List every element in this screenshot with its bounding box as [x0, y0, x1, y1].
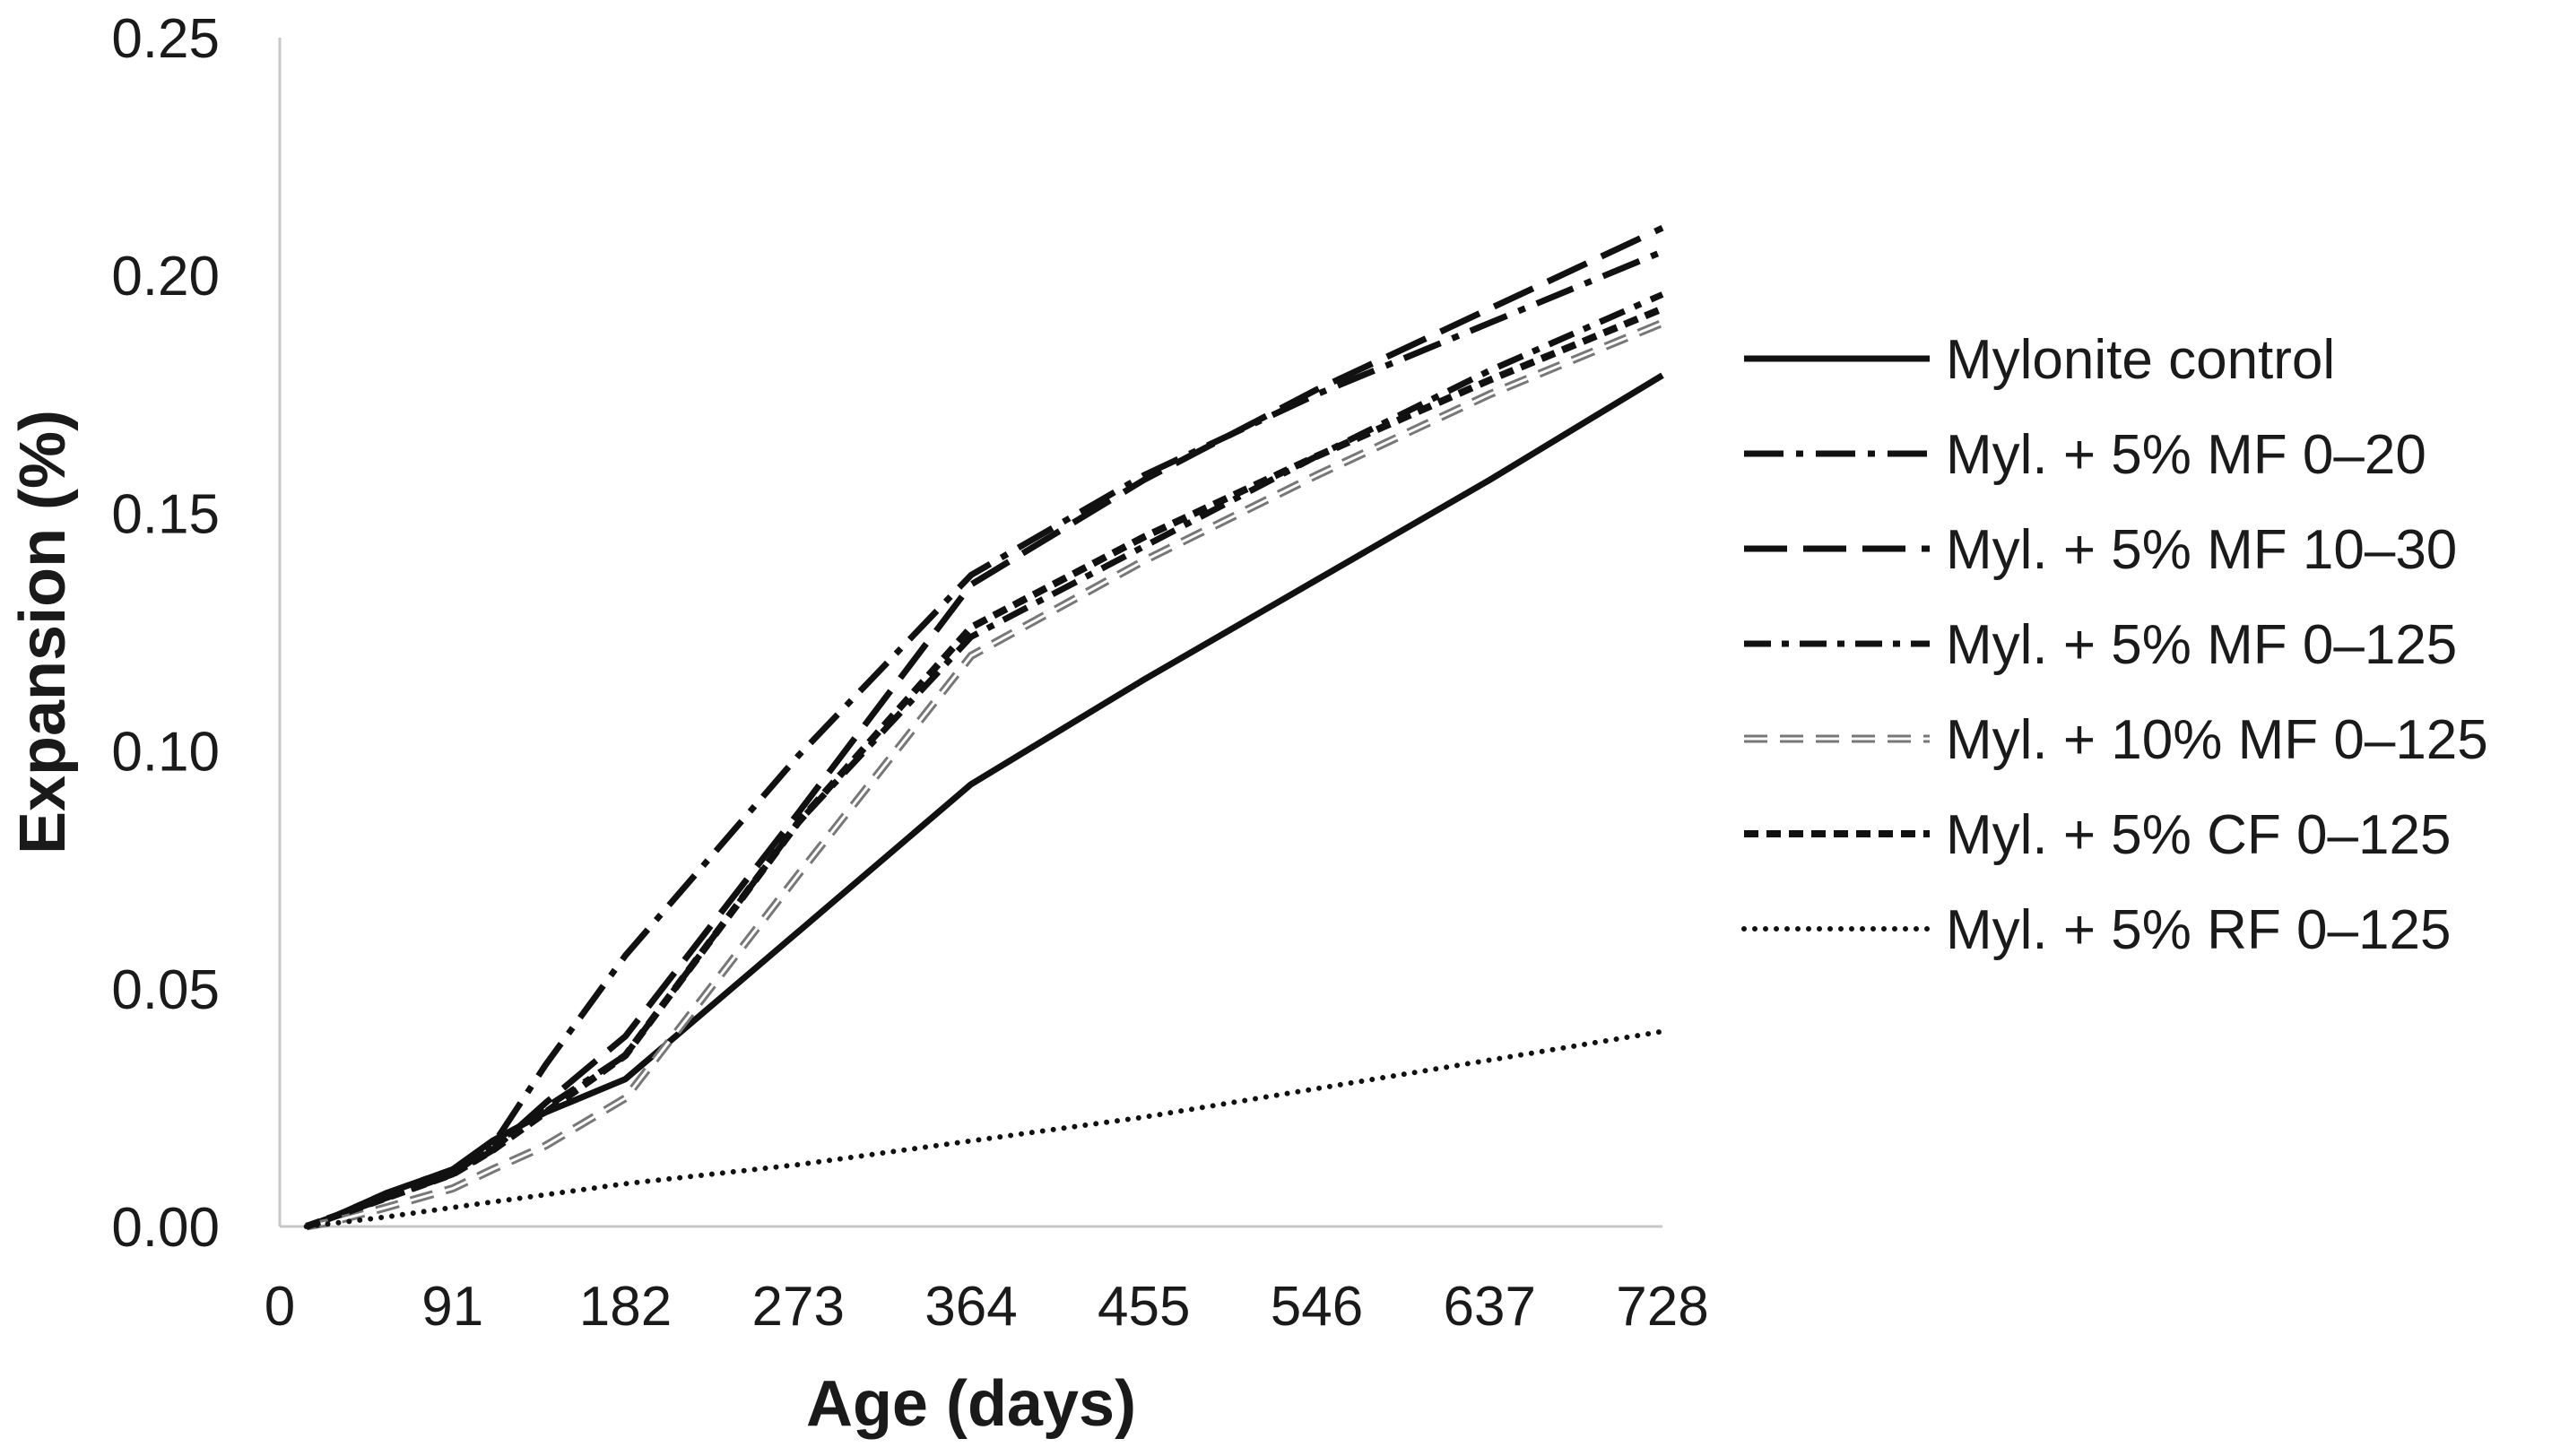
axes — [278, 38, 1662, 1228]
y-tick-label: 0.20 — [111, 246, 220, 308]
x-tick-labels: 0 91 182 273 364 455 546 637 728 — [265, 1276, 1709, 1338]
series-line-0 — [305, 372, 1664, 1230]
x-tick-label: 273 — [752, 1276, 845, 1338]
x-tick-label: 637 — [1444, 1276, 1536, 1338]
y-tick-label: 0.05 — [111, 959, 220, 1021]
legend-label-4: Myl. + 10% MF 0–125 — [1946, 709, 2488, 771]
legend-label-6: Myl. + 5% RF 0–125 — [1946, 899, 2451, 961]
x-tick-label: 364 — [924, 1276, 1017, 1338]
y-tick-label: 0.00 — [111, 1197, 220, 1259]
series-line-6 — [303, 1028, 1665, 1229]
series-line-1 — [305, 248, 1664, 1230]
series-line-3 — [305, 291, 1664, 1230]
y-tick-label: 0.10 — [111, 722, 220, 784]
y-tick-labels: 0.00 0.05 0.10 0.15 0.20 0.25 — [111, 8, 220, 1259]
series-line-5 — [305, 305, 1664, 1230]
x-axis-title: Age (days) — [806, 1368, 1136, 1440]
legend-label-0: Mylonite control — [1946, 329, 2335, 391]
x-tick-label: 455 — [1098, 1276, 1190, 1338]
series-line-inner-4 — [306, 321, 1663, 1228]
x-tick-label: 728 — [1616, 1276, 1708, 1338]
x-tick-label: 0 — [265, 1276, 295, 1338]
y-tick-label: 0.15 — [111, 483, 220, 545]
series-line-2 — [305, 225, 1664, 1230]
legend-label-3: Myl. + 5% MF 0–125 — [1946, 614, 2457, 676]
y-tick-label: 0.25 — [111, 8, 220, 70]
x-tick-label: 546 — [1271, 1276, 1363, 1338]
x-tick-label: 182 — [579, 1276, 672, 1338]
legend: Mylonite control Myl. + 5% MF 0–20 Myl. + … — [1741, 329, 2488, 961]
x-tick-label: 91 — [421, 1276, 483, 1338]
legend-label-1: Myl. + 5% MF 0–20 — [1946, 424, 2426, 486]
legend-label-2: Myl. + 5% MF 10–30 — [1946, 519, 2457, 581]
series-lines — [303, 225, 1665, 1231]
y-axis-title: Expansion (%) — [7, 410, 79, 854]
legend-label-5: Myl. + 5% CF 0–125 — [1946, 804, 2451, 866]
